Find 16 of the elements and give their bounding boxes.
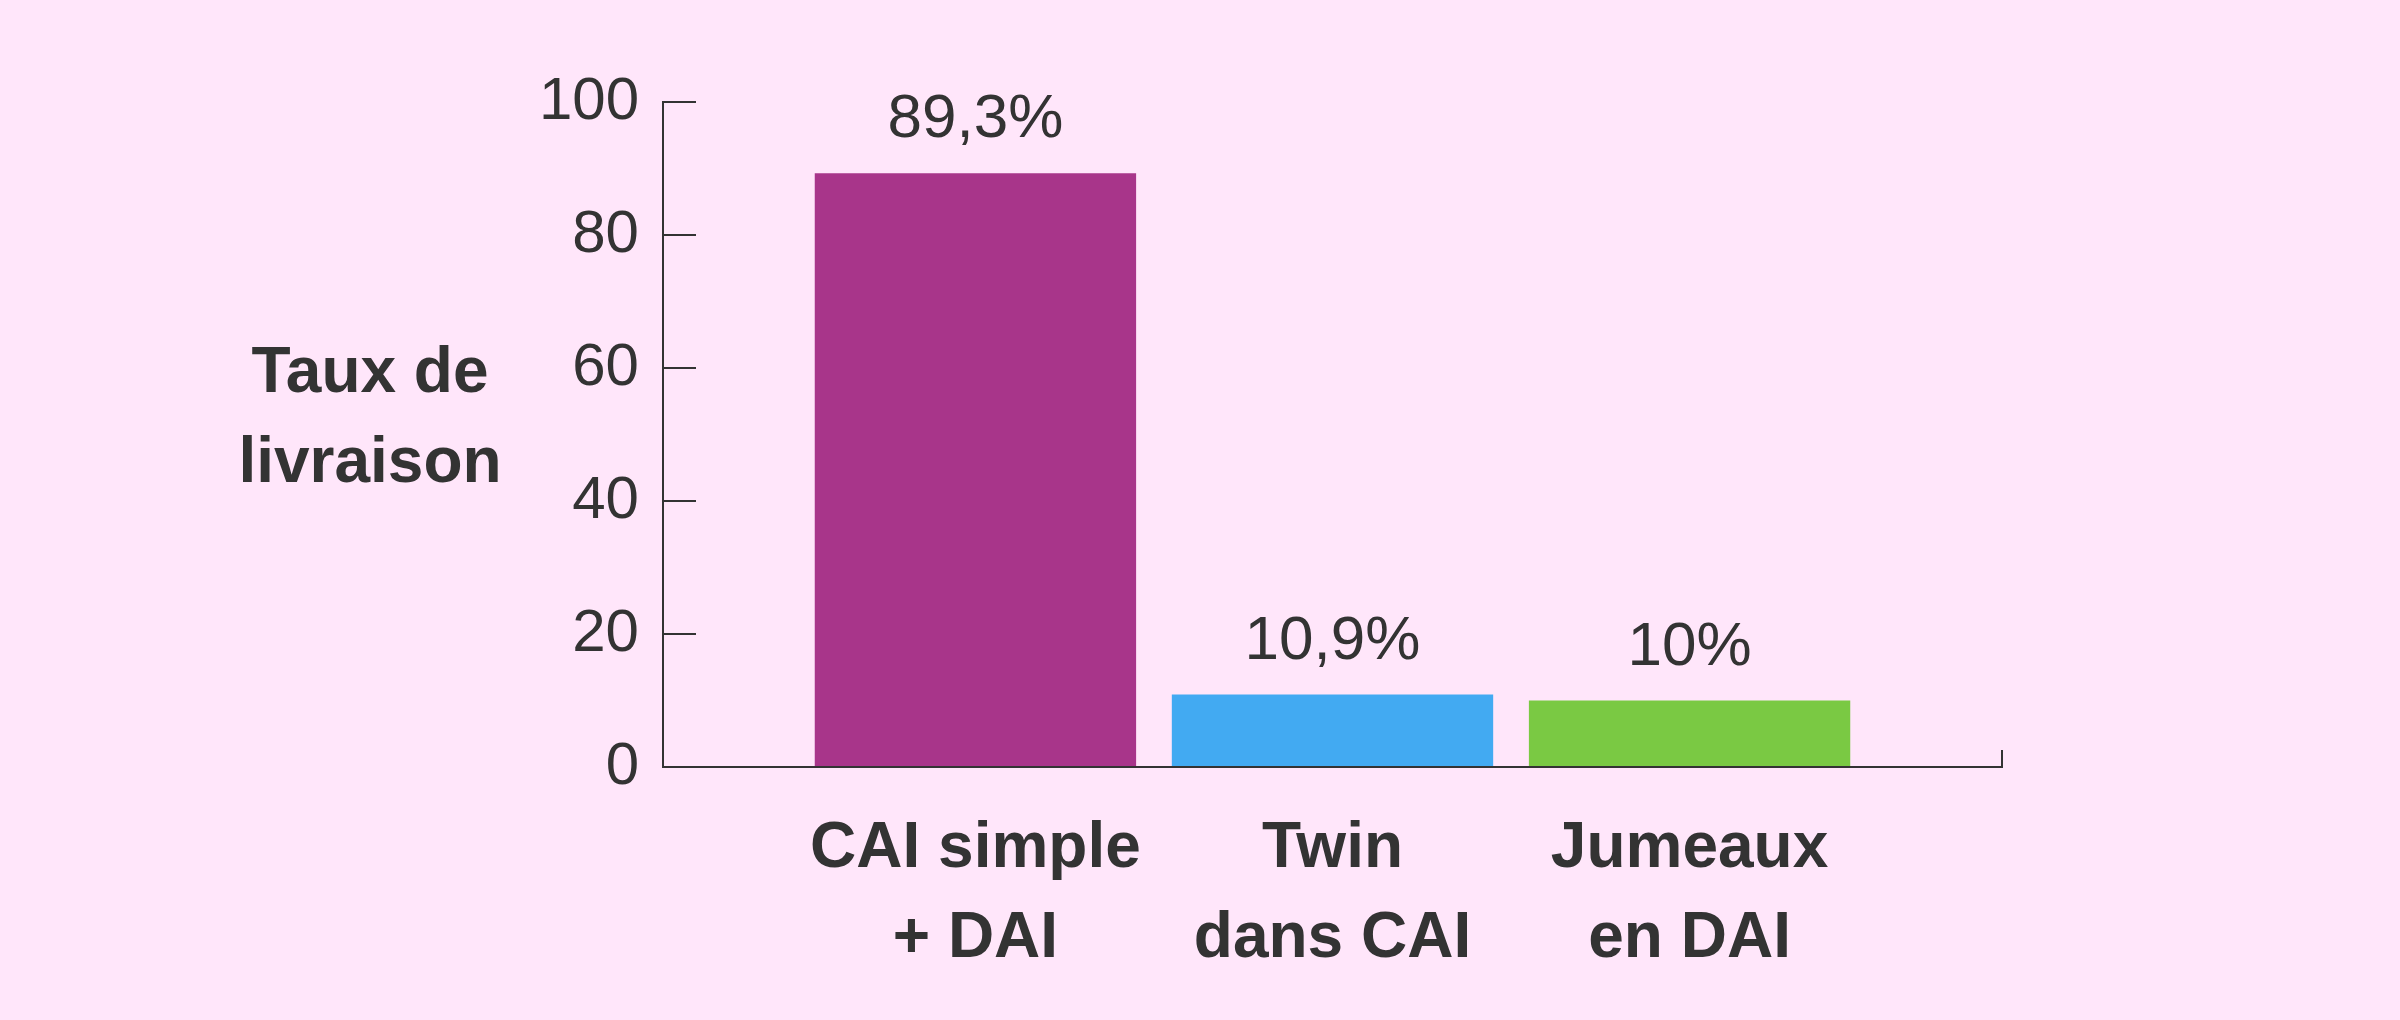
x-tick-label: Twin dans CAI — [1193, 809, 1472, 972]
bar — [1171, 694, 1494, 766]
x-tick-label: CAI simple + DAI — [810, 809, 1141, 972]
y-tick-label: 20 — [572, 596, 639, 664]
data-label: 10,9% — [1244, 602, 1421, 672]
data-label: 10% — [1627, 608, 1752, 678]
bar — [1528, 700, 1851, 766]
y-tick-label: 100 — [538, 64, 639, 132]
data-label: 89,3% — [887, 81, 1064, 151]
bar — [814, 173, 1137, 766]
y-tick-label: 60 — [572, 330, 639, 398]
x-tick-label: Jumeaux en DAI — [1550, 809, 1829, 972]
y-tick-label: 80 — [572, 197, 639, 265]
y-tick-label: 0 — [605, 729, 639, 797]
y-axis-title: Taux de livraison — [238, 333, 502, 496]
y-tick-label: 40 — [572, 463, 639, 531]
